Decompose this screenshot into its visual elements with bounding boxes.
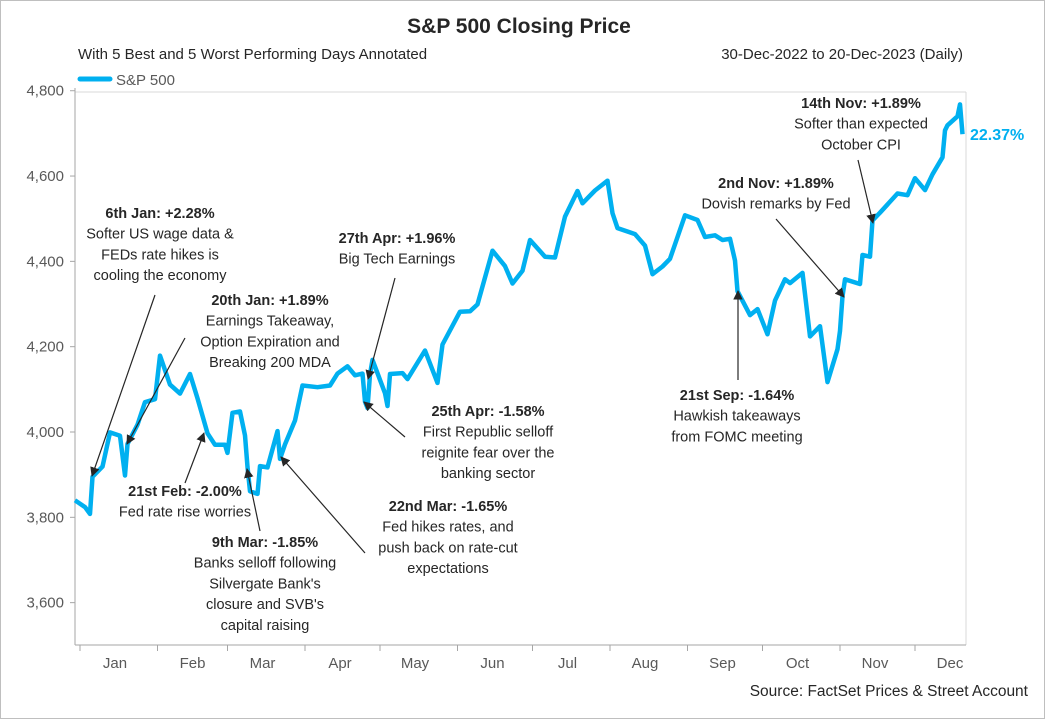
y-tick-label: 3,800 bbox=[26, 509, 64, 526]
annotation-arrow bbox=[244, 468, 261, 532]
annotation-heading: 21st Sep: -1.64% bbox=[680, 388, 795, 404]
annotation-heading: 25th Apr: -1.58% bbox=[431, 404, 544, 420]
x-tick-label: Nov bbox=[862, 655, 889, 672]
annotation-text: Earnings Takeaway, bbox=[206, 314, 334, 330]
annotation-heading: 9th Mar: -1.85% bbox=[212, 535, 318, 551]
annotation-arrow bbox=[90, 294, 156, 477]
chart-title: S&P 500 Closing Price bbox=[407, 15, 631, 38]
x-tick-label: Apr bbox=[328, 655, 351, 672]
annotation-text: Banks selloff following bbox=[194, 556, 336, 572]
annotation-arrow bbox=[775, 218, 845, 298]
x-tick-label: Aug bbox=[632, 655, 659, 672]
annotation-text: FEDs rate hikes is bbox=[101, 247, 219, 263]
annotation: 21st Feb: -2.00% Fed rate rise worries bbox=[119, 432, 251, 521]
annotation-text: Fed rate rise worries bbox=[119, 505, 251, 521]
annotation-heading: 2nd Nov: +1.89% bbox=[718, 176, 834, 192]
annotation-arrow bbox=[126, 337, 186, 445]
annotation-text: closure and SVB's bbox=[206, 597, 324, 613]
annotation-text: Option Expiration and bbox=[200, 334, 339, 350]
annotation-heading: 27th Apr: +1.96% bbox=[339, 231, 456, 247]
annotation-text: expectations bbox=[407, 561, 488, 577]
annotation-text: capital raising bbox=[221, 618, 310, 634]
annotation-text: Dovish remarks by Fed bbox=[701, 197, 850, 213]
annotation-arrow bbox=[184, 432, 206, 484]
annotation-arrow bbox=[280, 456, 366, 554]
annotation-text: reignite fear over the bbox=[422, 445, 555, 461]
annotation-text: Fed hikes rates, and bbox=[382, 520, 513, 536]
annotation-arrow bbox=[363, 401, 406, 438]
annotation: 27th Apr: +1.96% Big Tech Earnings bbox=[339, 231, 456, 380]
annotation-text: Silvergate Bank's bbox=[209, 576, 321, 592]
annotation-text: Big Tech Earnings bbox=[339, 252, 456, 268]
annotation: 22nd Mar: -1.65% Fed hikes rates, and push… bbox=[280, 456, 518, 577]
y-tick-label: 4,000 bbox=[26, 424, 64, 441]
annotation: 20th Jan: +1.89% Earnings Takeaway, Option… bbox=[126, 293, 340, 445]
x-tick-label: Oct bbox=[786, 655, 810, 672]
y-tick-label: 4,400 bbox=[26, 253, 64, 270]
x-tick-label: Dec bbox=[937, 655, 964, 672]
annotation: 2nd Nov: +1.89% Dovish remarks by Fed bbox=[701, 176, 851, 298]
x-tick-label: Sep bbox=[709, 655, 736, 672]
annotation-text: October CPI bbox=[821, 137, 901, 153]
annotation: 21st Sep: -1.64% Hawkish takeaways from FO… bbox=[671, 290, 803, 445]
annotation-text: Softer than expected bbox=[794, 117, 928, 133]
annotation-text: Hawkish takeaways bbox=[673, 409, 800, 425]
annotation: 6th Jan: +2.28% Softer US wage data & FEDs… bbox=[86, 206, 234, 477]
annotation-heading: 22nd Mar: -1.65% bbox=[389, 499, 508, 515]
annotation: 9th Mar: -1.85% Banks selloff following Si… bbox=[194, 468, 336, 634]
annotation-text: Softer US wage data & bbox=[86, 227, 234, 243]
x-tick-label: Jun bbox=[480, 655, 504, 672]
end-return-label: 22.37% bbox=[970, 127, 1024, 144]
chart-subtitle: With 5 Best and 5 Worst Performing Days … bbox=[78, 46, 427, 63]
annotation-text: Breaking 200 MDA bbox=[209, 355, 331, 371]
series-line-sp500 bbox=[73, 102, 965, 517]
date-range: 30-Dec-2022 to 20-Dec-2023 (Daily) bbox=[721, 46, 963, 63]
annotation-arrow bbox=[365, 277, 396, 380]
y-tick-label: 3,600 bbox=[26, 595, 64, 612]
annotation-text: push back on rate-cut bbox=[378, 540, 517, 556]
x-tick-label: May bbox=[401, 655, 430, 672]
legend-label: S&P 500 bbox=[116, 72, 175, 89]
annotation-text: First Republic selloff bbox=[423, 425, 554, 441]
y-tick-label: 4,600 bbox=[26, 168, 64, 185]
annotation-heading: 6th Jan: +2.28% bbox=[105, 206, 214, 222]
annotation-text: banking sector bbox=[441, 466, 535, 482]
source-note: Source: FactSet Prices & Street Account bbox=[750, 683, 1029, 700]
annotation-heading: 14th Nov: +1.89% bbox=[801, 96, 921, 112]
x-tick-label: Jul bbox=[558, 655, 577, 672]
x-tick-label: Mar bbox=[250, 655, 276, 672]
annotation-heading: 21st Feb: -2.00% bbox=[128, 484, 242, 500]
annotation: 14th Nov: +1.89% Softer than expected Octo… bbox=[794, 96, 928, 224]
y-tick-label: 4,200 bbox=[26, 339, 64, 356]
annotation-text: from FOMC meeting bbox=[671, 429, 802, 445]
annotation-arrow bbox=[857, 159, 876, 224]
annotation-text: cooling the economy bbox=[94, 268, 228, 284]
annotation: 25th Apr: -1.58% First Republic selloff re… bbox=[363, 401, 555, 482]
x-tick-label: Feb bbox=[180, 655, 206, 672]
y-tick-label: 4,800 bbox=[26, 83, 64, 100]
x-tick-label: Jan bbox=[103, 655, 127, 672]
annotation-heading: 20th Jan: +1.89% bbox=[211, 293, 328, 309]
